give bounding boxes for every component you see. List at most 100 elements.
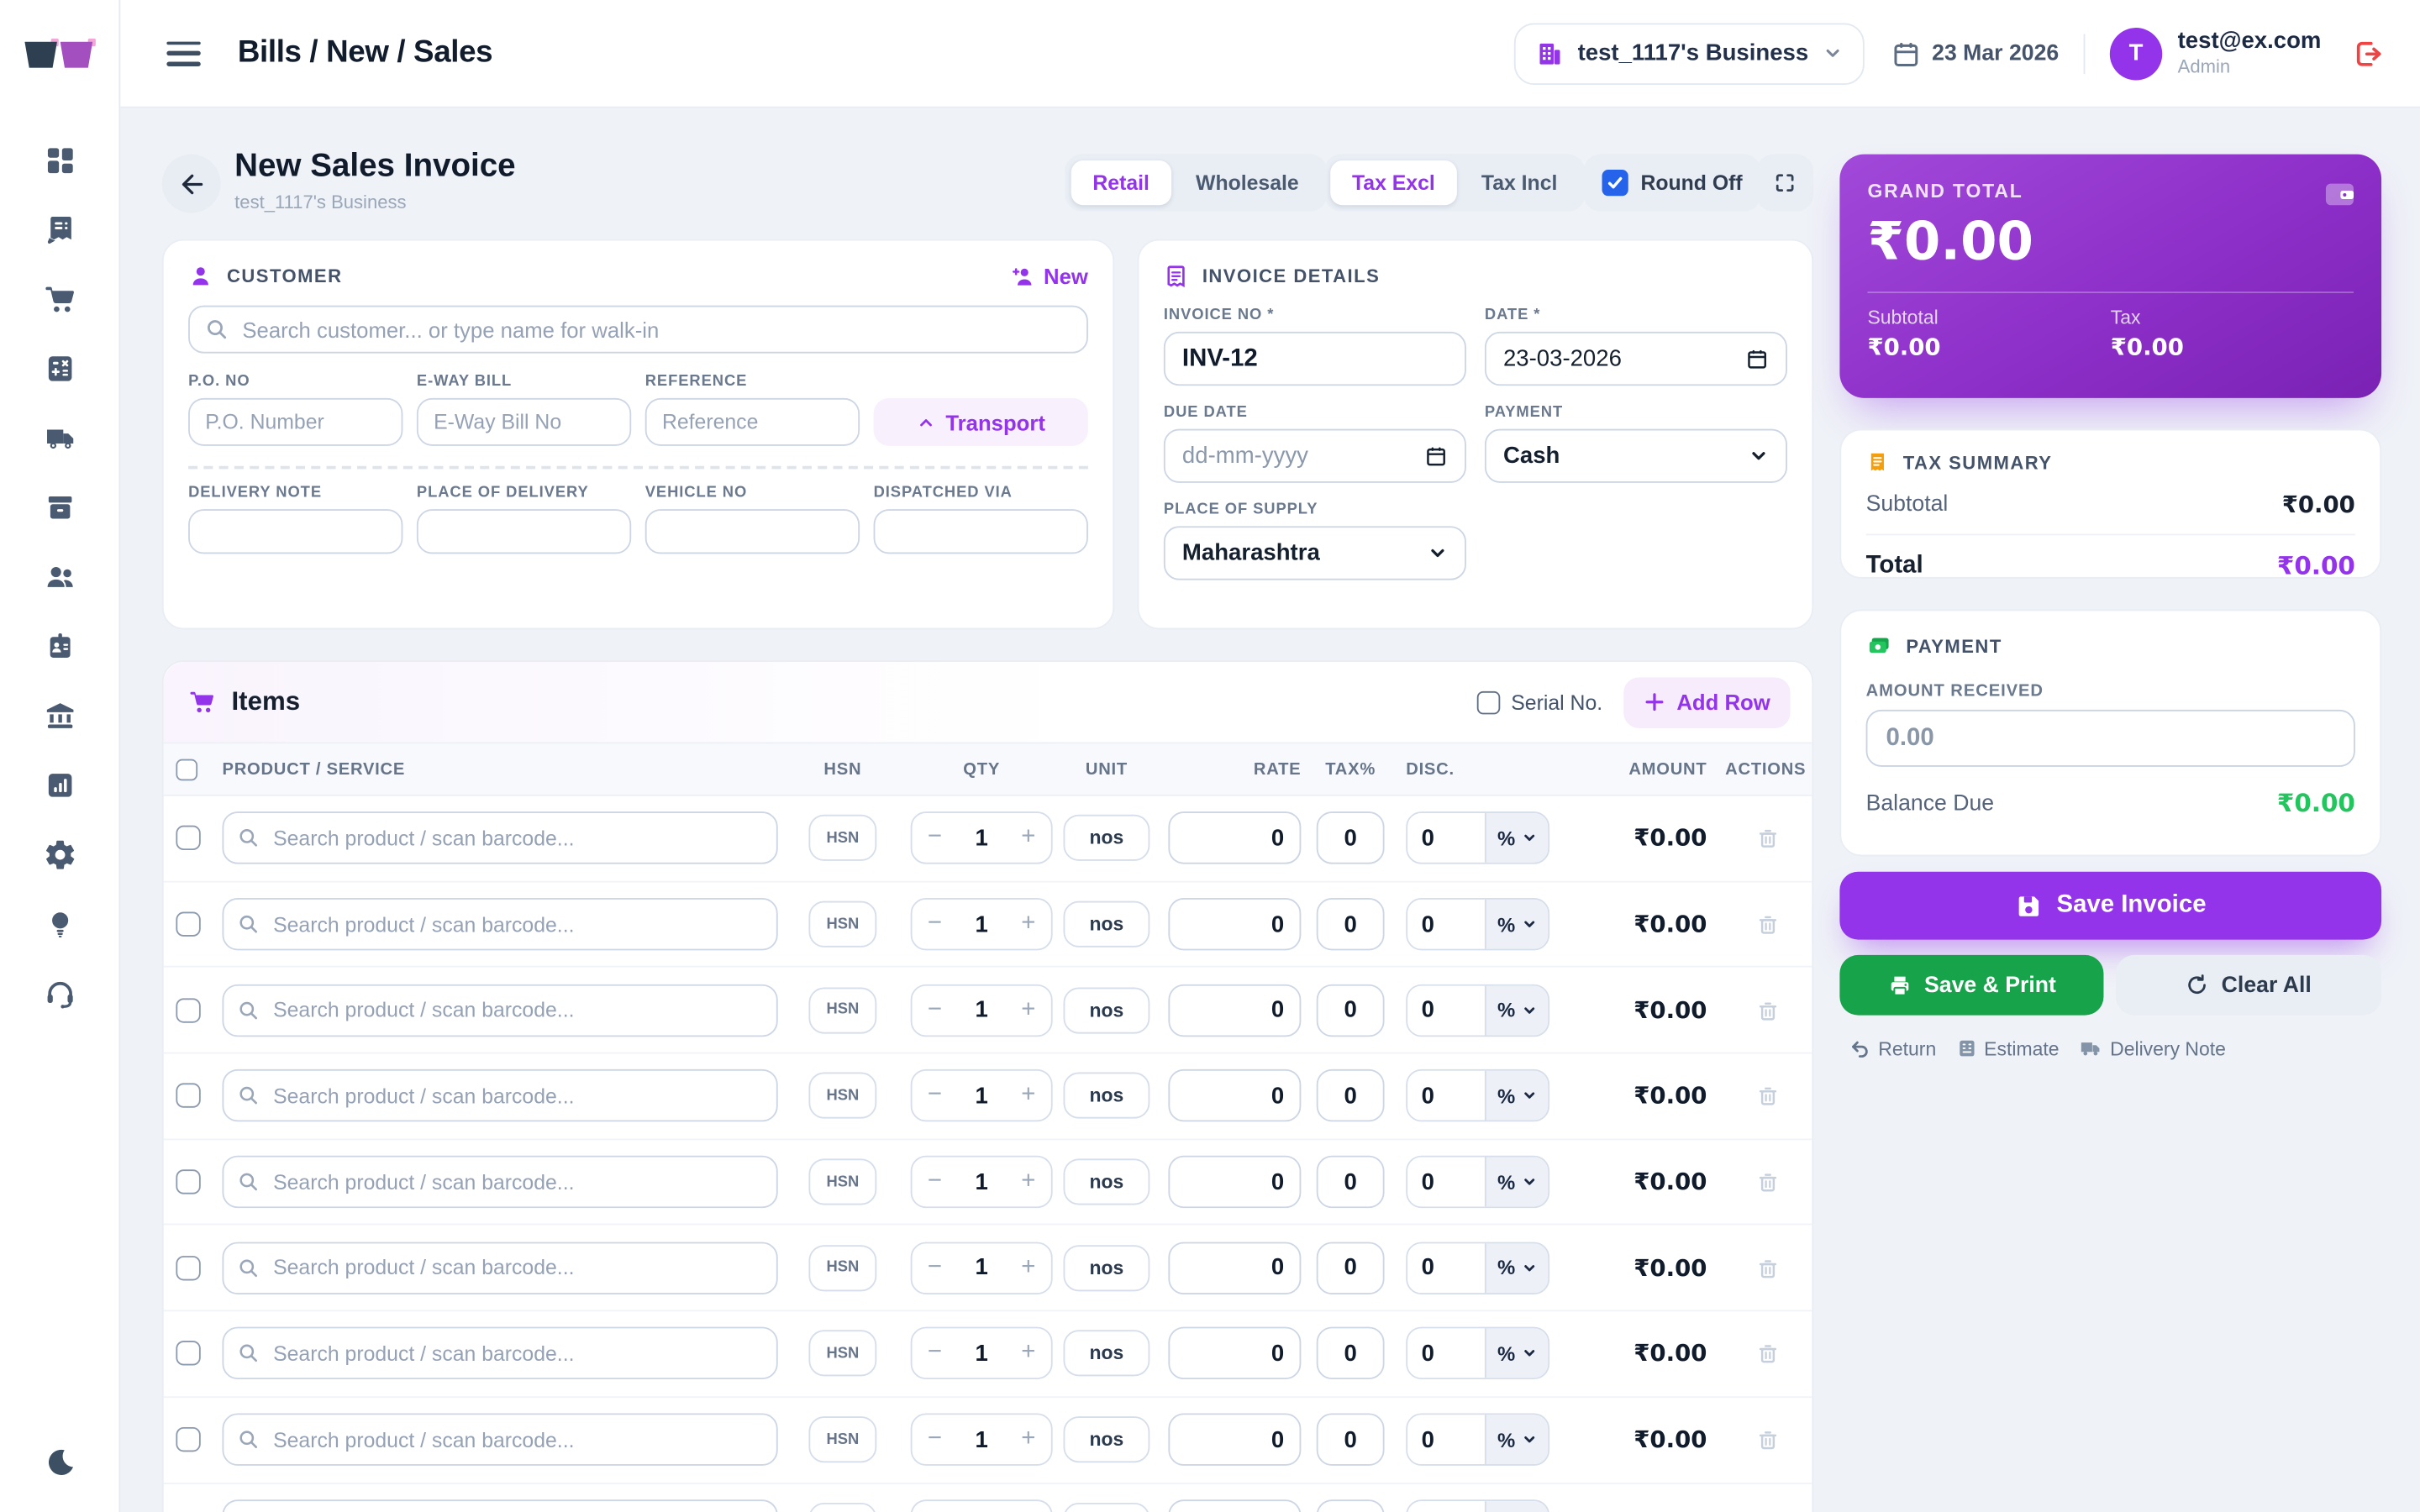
- discount-input[interactable]: [1407, 1329, 1485, 1379]
- hsn-field[interactable]: HSN: [808, 1158, 877, 1205]
- support-headset-icon[interactable]: [43, 977, 76, 1011]
- product-search-input[interactable]: [222, 1413, 778, 1467]
- rate-input[interactable]: [1168, 984, 1302, 1037]
- discount-unit-select[interactable]: %: [1484, 1071, 1549, 1121]
- bills-icon[interactable]: [43, 213, 76, 246]
- product-search-input[interactable]: [222, 1242, 778, 1294]
- hsn-field[interactable]: HSN: [808, 1073, 877, 1120]
- rate-input[interactable]: [1168, 811, 1302, 865]
- round-off-checkbox[interactable]: [1602, 170, 1628, 197]
- row-checkbox[interactable]: [176, 1169, 201, 1194]
- dark-mode-toggle[interactable]: [43, 1446, 76, 1479]
- delete-row-button[interactable]: [1756, 1084, 1780, 1108]
- tax-input[interactable]: [1316, 1069, 1385, 1123]
- qty-value[interactable]: 1: [975, 1341, 988, 1368]
- ideas-bulb-icon[interactable]: [43, 907, 76, 941]
- qty-plus-button[interactable]: +: [1021, 910, 1036, 937]
- qty-plus-button[interactable]: +: [1021, 996, 1036, 1023]
- qty-value[interactable]: 1: [975, 1168, 988, 1195]
- save-invoice-button[interactable]: Save Invoice: [1839, 871, 2382, 940]
- invoice-no-input[interactable]: INV-12: [1163, 331, 1466, 386]
- qty-plus-button[interactable]: +: [1021, 1425, 1036, 1452]
- qty-minus-button[interactable]: −: [927, 996, 943, 1023]
- discount-unit-select[interactable]: %: [1484, 1415, 1549, 1465]
- rate-input[interactable]: [1168, 1413, 1302, 1467]
- add-row-button[interactable]: Add Row: [1623, 676, 1791, 728]
- due-date-input[interactable]: dd-mm-yyyy: [1163, 428, 1466, 483]
- rate-input[interactable]: [1168, 1155, 1302, 1209]
- tax-input[interactable]: [1316, 1242, 1385, 1294]
- customers-icon[interactable]: [43, 560, 76, 594]
- hsn-field[interactable]: HSN: [808, 1416, 877, 1463]
- delete-row-button[interactable]: [1756, 1428, 1780, 1452]
- tax-input[interactable]: [1316, 1499, 1385, 1512]
- hsn-field[interactable]: HSN: [808, 900, 877, 948]
- delete-row-button[interactable]: [1756, 1170, 1780, 1194]
- tax-input[interactable]: [1316, 1327, 1385, 1380]
- transport-toggle[interactable]: Transport: [873, 397, 1088, 446]
- unit-select[interactable]: nos: [1063, 1331, 1150, 1378]
- hsn-field[interactable]: HSN: [808, 1331, 877, 1378]
- date-input[interactable]: 23-03-2026: [1484, 331, 1787, 386]
- delivery-note-input[interactable]: [188, 509, 403, 554]
- menu-toggle-icon[interactable]: [166, 40, 201, 66]
- qty-value[interactable]: 1: [975, 1254, 988, 1282]
- rate-input[interactable]: [1168, 1327, 1302, 1380]
- qty-minus-button[interactable]: −: [927, 1168, 943, 1194]
- rate-input[interactable]: [1168, 898, 1302, 951]
- tab-tax-incl[interactable]: Tax Incl: [1481, 171, 1558, 195]
- save-print-button[interactable]: Save & Print: [1839, 954, 2104, 1016]
- tax-input[interactable]: [1316, 1155, 1385, 1209]
- dispatched-via-input[interactable]: [873, 509, 1088, 554]
- back-button[interactable]: [161, 154, 221, 213]
- user-avatar[interactable]: T: [2109, 27, 2163, 80]
- fullscreen-button[interactable]: [1756, 154, 1814, 212]
- product-search-input[interactable]: [222, 898, 778, 951]
- vehicle-no-input[interactable]: [644, 509, 860, 554]
- hsn-field[interactable]: HSN: [808, 1244, 877, 1291]
- discount-unit-select[interactable]: %: [1484, 899, 1549, 949]
- product-search-input[interactable]: [222, 1155, 778, 1209]
- discount-input[interactable]: [1407, 1243, 1485, 1293]
- row-checkbox[interactable]: [176, 1255, 201, 1281]
- discount-input[interactable]: [1407, 1500, 1485, 1512]
- unit-select[interactable]: nos: [1063, 1158, 1150, 1205]
- delete-row-button[interactable]: [1756, 827, 1780, 850]
- place-of-supply-select[interactable]: Maharashtra: [1163, 526, 1466, 580]
- return-link[interactable]: Return: [1849, 1037, 1936, 1059]
- rate-input[interactable]: [1168, 1499, 1302, 1512]
- product-search-input[interactable]: [222, 1069, 778, 1123]
- qty-minus-button[interactable]: −: [927, 1253, 943, 1281]
- delivery-note-link[interactable]: Delivery Note: [2079, 1037, 2226, 1060]
- date-display[interactable]: 23 Mar 2026: [1891, 39, 2059, 67]
- product-search-input[interactable]: [222, 1499, 778, 1512]
- qty-minus-button[interactable]: −: [927, 1082, 943, 1109]
- row-checkbox[interactable]: [176, 1427, 201, 1452]
- tab-tax-excl[interactable]: Tax Excl: [1330, 160, 1457, 206]
- qty-plus-button[interactable]: +: [1021, 1168, 1036, 1194]
- unit-select[interactable]: nos: [1063, 1244, 1150, 1291]
- settings-icon[interactable]: [43, 837, 76, 871]
- logout-button[interactable]: [2352, 38, 2383, 69]
- qty-plus-button[interactable]: +: [1021, 1082, 1036, 1109]
- row-checkbox[interactable]: [176, 997, 201, 1023]
- eway-input[interactable]: [416, 397, 632, 446]
- amount-received-input[interactable]: [1865, 709, 2355, 767]
- discount-unit-select[interactable]: %: [1484, 813, 1549, 864]
- dashboard-icon[interactable]: [43, 144, 76, 177]
- delete-row-button[interactable]: [1756, 1342, 1780, 1366]
- discount-unit-select[interactable]: %: [1484, 1157, 1549, 1207]
- tax-input[interactable]: [1316, 811, 1385, 865]
- tax-input[interactable]: [1316, 984, 1385, 1037]
- rate-input[interactable]: [1168, 1242, 1302, 1294]
- banking-icon[interactable]: [43, 699, 76, 732]
- customer-search-input[interactable]: [188, 305, 1088, 354]
- product-search-input[interactable]: [222, 811, 778, 865]
- delete-row-button[interactable]: [1756, 912, 1780, 936]
- discount-unit-select[interactable]: %: [1484, 985, 1549, 1035]
- tab-retail[interactable]: Retail: [1071, 160, 1171, 206]
- row-checkbox[interactable]: [176, 1084, 201, 1109]
- discount-input[interactable]: [1407, 1415, 1485, 1465]
- transport-truck-icon[interactable]: [43, 421, 76, 454]
- qty-minus-button[interactable]: −: [927, 1340, 943, 1367]
